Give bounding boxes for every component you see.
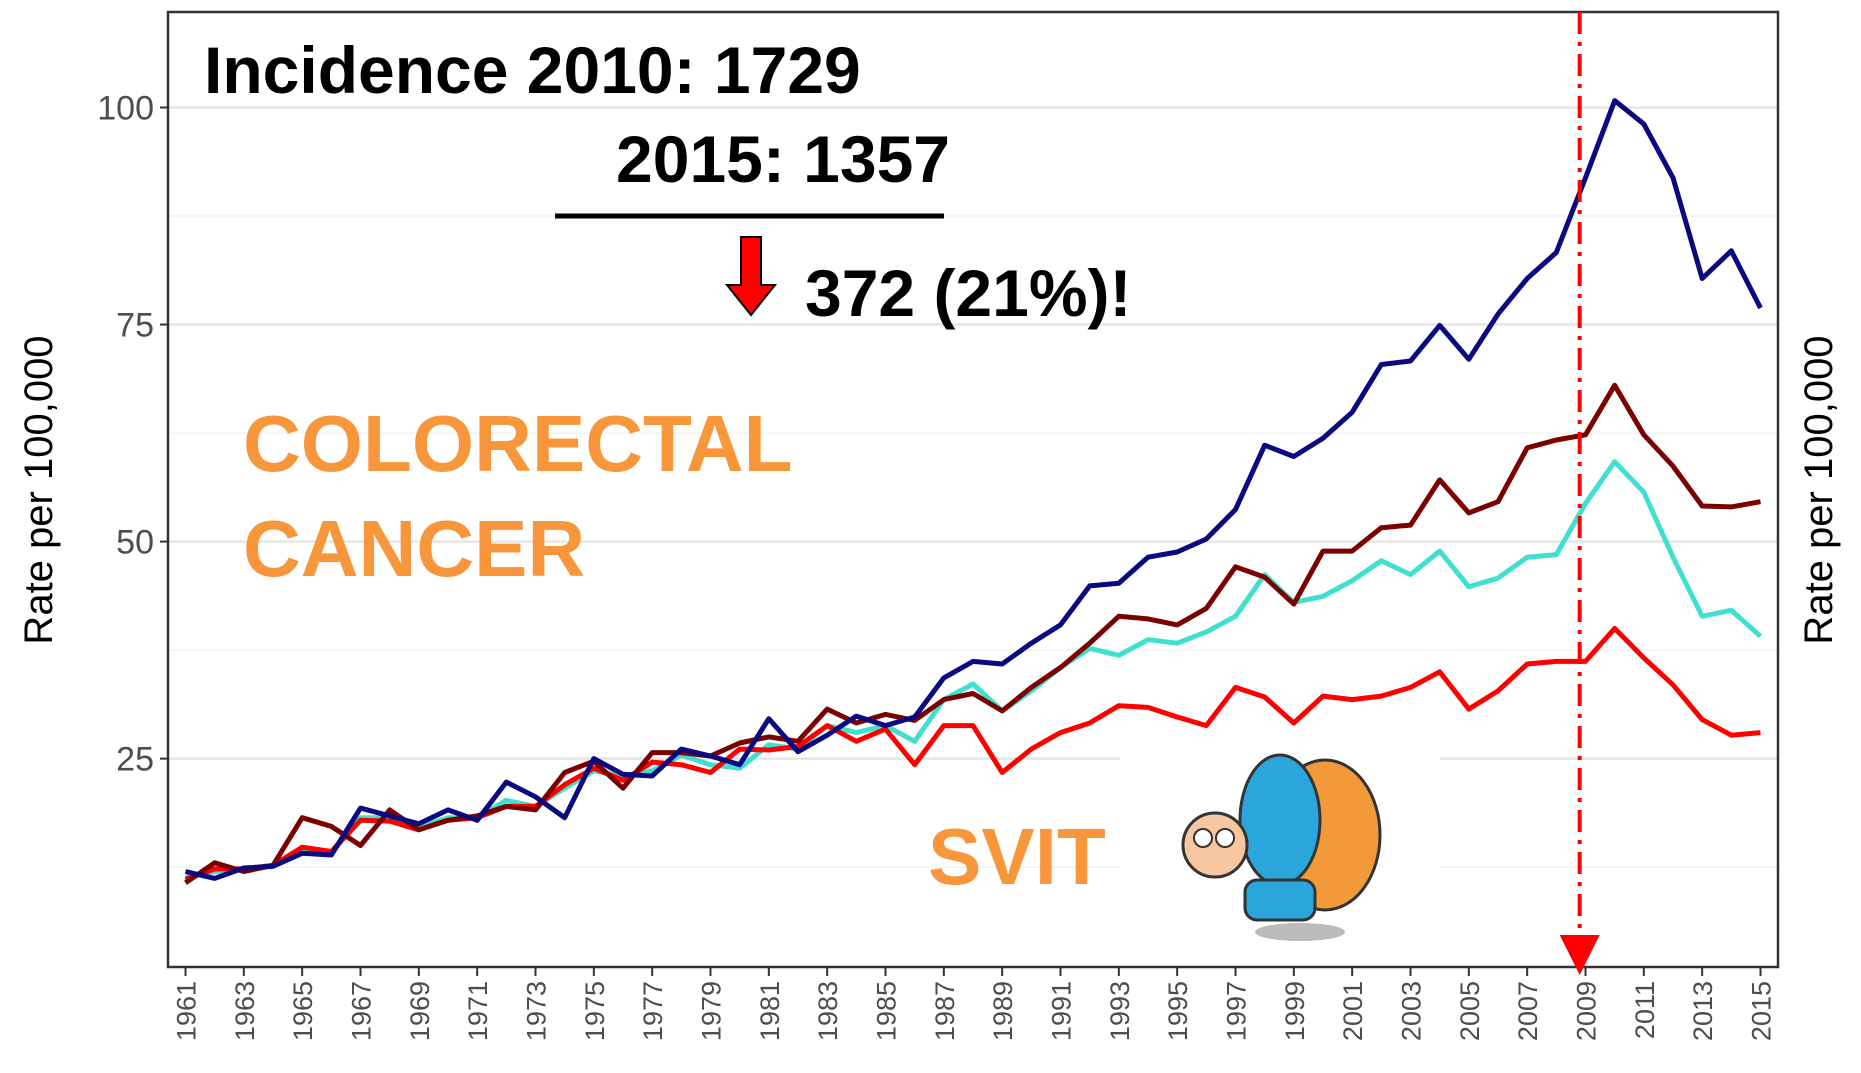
x-tick-label: 1975 — [580, 981, 610, 1041]
plot-border — [166, 10, 1780, 969]
x-tick-label: 1999 — [1280, 981, 1310, 1041]
x-tick-label: 2013 — [1688, 981, 1718, 1041]
y-axis-title: Rate per 100,000 — [17, 335, 61, 644]
x-tick-label: 1997 — [1222, 981, 1252, 1041]
y-axis-title-right: Rate per 100,000 — [1797, 335, 1841, 644]
x-tick-label: 1961 — [172, 981, 202, 1041]
annotation: CANCER — [243, 504, 585, 593]
y-tick-label: 50 — [116, 524, 154, 562]
y-tick-label: 75 — [116, 307, 154, 345]
annotation: COLORECTAL — [243, 399, 793, 488]
y-tick-label: 25 — [116, 741, 154, 779]
x-tick-label: 2001 — [1338, 981, 1368, 1041]
x-tick-label: 2015 — [1747, 981, 1777, 1041]
plot-background — [168, 12, 1778, 967]
annotation: Incidence 2010: 1729 — [204, 33, 861, 107]
grid — [168, 106, 1778, 868]
cartoon — [1120, 753, 1440, 948]
series-line — [184, 382, 1761, 885]
series-line — [184, 98, 1763, 881]
x-tick-label: 1985 — [872, 981, 902, 1041]
series-line — [184, 459, 1763, 881]
x-tick-label: 2007 — [1513, 981, 1543, 1041]
x-tick-label: 1965 — [288, 981, 318, 1041]
x-tick-label: 1977 — [638, 981, 668, 1041]
x-tick-label: 1967 — [347, 981, 377, 1041]
x-tick-label: 1989 — [988, 981, 1018, 1041]
x-tick-label: 1963 — [230, 981, 260, 1041]
x-tick-label: 1995 — [1163, 981, 1193, 1041]
lines — [184, 98, 1763, 885]
x-tick-label: 2003 — [1397, 981, 1427, 1041]
x-tick-label: 1971 — [463, 981, 493, 1041]
x-tick-label: 1979 — [697, 981, 727, 1041]
down-arrow — [724, 236, 778, 317]
y-tick-label: 100 — [97, 90, 154, 128]
annotation: SVIT — [928, 812, 1106, 901]
x-tick-label: 1973 — [522, 981, 552, 1041]
x-tick-label: 2009 — [1572, 981, 1602, 1041]
x-tick-label: 1993 — [1105, 981, 1135, 1041]
x-tick-label: 1983 — [813, 981, 843, 1041]
x-tick-label: 1991 — [1047, 981, 1077, 1041]
x-tick-label: 2011 — [1630, 981, 1660, 1039]
x-tick-label: 1981 — [755, 981, 785, 1041]
annotation: 2015: 1357 — [616, 122, 950, 196]
x-tick-label: 2005 — [1455, 981, 1485, 1041]
x-tick-label: 1969 — [405, 981, 435, 1041]
x-tick-label: 1987 — [930, 981, 960, 1041]
annotation: 372 (21%)! — [805, 256, 1132, 330]
